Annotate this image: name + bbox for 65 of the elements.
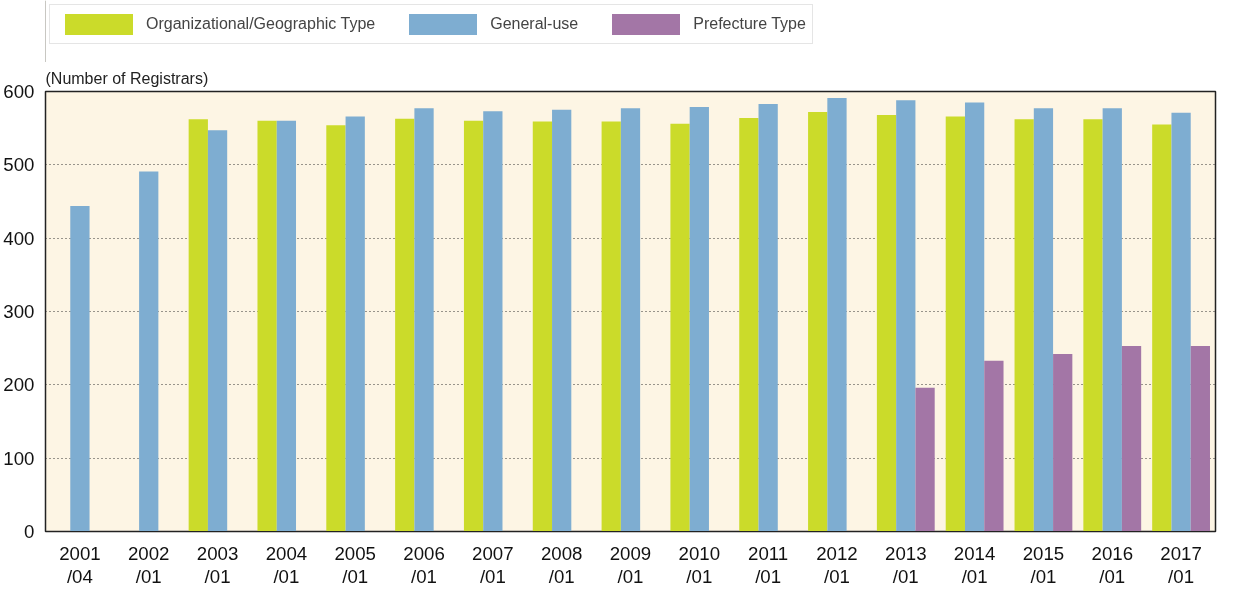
y-tick-label: 500	[3, 154, 35, 176]
bar	[827, 98, 847, 532]
y-tick-label: 600	[3, 81, 35, 102]
bar	[915, 387, 935, 532]
y-axis-title: (Number of Registrars)	[45, 69, 209, 87]
bar	[463, 120, 484, 532]
x-tick-label: 2014 /01	[953, 542, 996, 587]
bar	[964, 102, 985, 532]
x-tick-label: 2011 /01	[748, 542, 789, 587]
bar	[1014, 119, 1034, 532]
y-tick-label: 400	[3, 227, 35, 249]
legend-label: General-use	[490, 15, 579, 33]
bar	[1171, 112, 1191, 532]
bar	[601, 121, 621, 532]
x-tick-label: 2002 /01	[127, 542, 170, 587]
y-tick-label: 300	[3, 301, 35, 322]
bar	[945, 116, 965, 532]
x-tick-label: 2015 /01	[1022, 542, 1065, 587]
x-tick-label: 2012 /01	[816, 542, 858, 587]
bar	[758, 103, 778, 532]
bar	[139, 171, 159, 532]
x-tick-label: 2001 /04	[59, 542, 101, 587]
bar	[276, 120, 297, 532]
bar	[532, 121, 553, 532]
x-tick-label: 2007 /01	[472, 542, 514, 587]
bar	[1152, 124, 1172, 532]
x-tick-label: 2006 /01	[403, 542, 445, 587]
x-tick-label: 2004 /01	[265, 542, 308, 587]
x-tick-label: 2008 /01	[540, 542, 583, 587]
bar	[984, 360, 1004, 532]
bar	[808, 112, 828, 532]
bar	[896, 100, 916, 532]
bar	[689, 106, 709, 532]
legend-label: Prefecture Type	[693, 15, 806, 33]
y-tick-label: 0	[24, 521, 35, 542]
bar	[188, 119, 208, 532]
bar	[1053, 354, 1073, 532]
bar	[1190, 345, 1210, 532]
x-tick-label: 2010 /01	[678, 542, 721, 587]
x-tick-label: 2013 /01	[885, 542, 927, 587]
bar	[1102, 108, 1122, 532]
x-tick-label: 2016 /01	[1091, 542, 1134, 587]
bar	[345, 116, 365, 532]
bar	[257, 120, 277, 532]
x-tick-label: 2017 /01	[1160, 542, 1202, 587]
bar	[326, 125, 346, 532]
legend-label: Organizational/Geographic Type	[146, 15, 376, 33]
bar	[70, 205, 90, 532]
x-tick-label: 2009 /01	[609, 542, 652, 587]
bar	[876, 114, 897, 532]
y-tick-label: 100	[3, 447, 35, 469]
y-tick-label: 200	[3, 374, 35, 396]
bar	[739, 117, 759, 532]
bar	[620, 108, 641, 532]
bar	[483, 111, 503, 532]
bar	[395, 118, 415, 532]
bar	[1083, 119, 1103, 532]
bar	[414, 108, 434, 532]
bar	[670, 123, 690, 532]
bar	[207, 130, 228, 532]
bar	[1121, 345, 1142, 532]
bar	[552, 109, 572, 532]
x-tick-label: 2003 /01	[196, 542, 239, 587]
x-tick-label: 2005 /01	[334, 542, 376, 587]
bar	[1033, 108, 1054, 532]
